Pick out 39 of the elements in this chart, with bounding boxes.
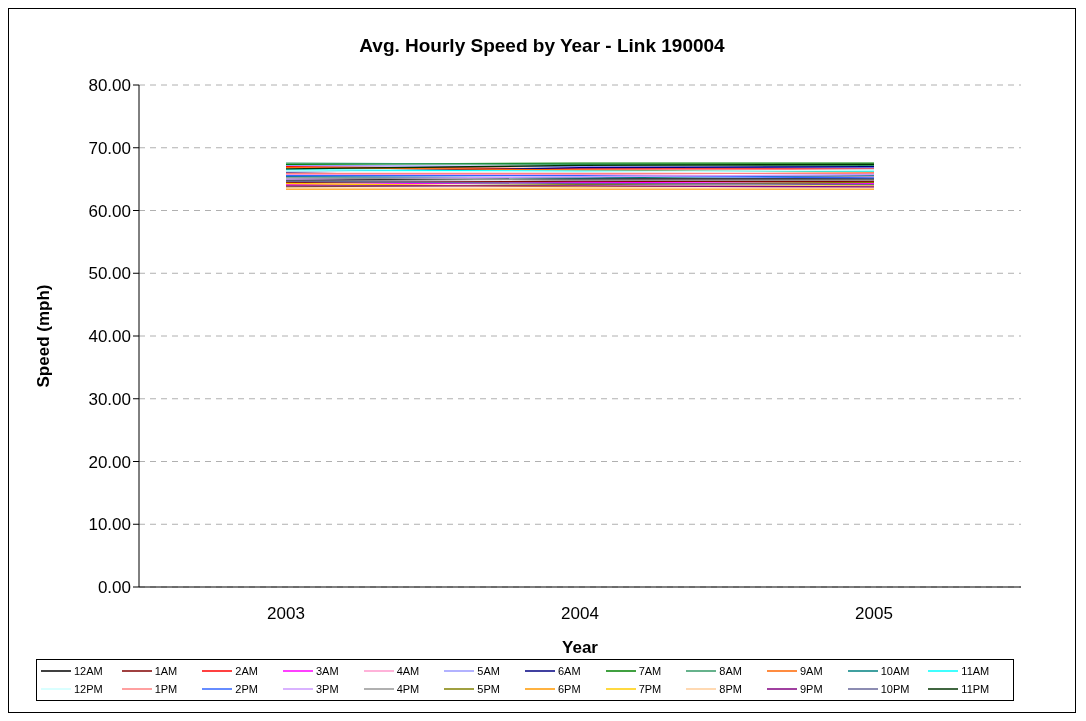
legend-label: 2PM: [235, 683, 258, 695]
chart-title: Avg. Hourly Speed by Year - Link 190004: [358, 35, 726, 58]
legend-label: 7AM: [638, 665, 662, 677]
y-axis-title: Speed (mph): [34, 284, 54, 388]
legend-label: 6PM: [557, 683, 581, 695]
y-tick-label: 10.00: [88, 515, 131, 535]
legend-label: 7PM: [638, 683, 662, 695]
legend-label: 8PM: [719, 683, 742, 695]
y-tick-label: 70.00: [88, 138, 131, 158]
y-tick-label: 60.00: [88, 201, 131, 221]
y-tick-label: 20.00: [88, 452, 131, 472]
x-tick-label: 2004: [561, 604, 599, 624]
legend-label: 5AM: [477, 665, 500, 677]
legend-label: 9PM: [799, 683, 823, 695]
legend-label: 3AM: [315, 665, 339, 677]
legend-label: 1PM: [154, 683, 178, 695]
legend-label: 8AM: [719, 665, 742, 677]
x-axis-title: Year: [562, 638, 599, 657]
legend-label: 10PM: [880, 683, 910, 695]
legend-label: 11PM: [961, 683, 990, 695]
legend-label: 12PM: [74, 683, 103, 695]
x-tick-label: 2005: [855, 604, 893, 624]
y-tick-label: 80.00: [88, 76, 131, 96]
x-tick-label: 2003: [267, 604, 305, 624]
legend-label: 4AM: [396, 665, 420, 677]
legend-label: 9AM: [799, 665, 823, 677]
legend-label: 11AM: [961, 665, 990, 677]
y-tick-label: 30.00: [88, 389, 131, 409]
legend-label: 1AM: [154, 665, 178, 677]
legend-label: 4PM: [396, 683, 420, 695]
legend-label: 3PM: [315, 683, 339, 695]
legend-label: 10AM: [880, 665, 910, 677]
legend-label: 2AM: [235, 665, 258, 677]
legend-label: 12AM: [74, 665, 103, 677]
y-tick-label: 50.00: [88, 264, 131, 284]
y-tick-label: 40.00: [88, 327, 131, 347]
legend-label: 6AM: [557, 665, 581, 677]
legend-label: 5PM: [477, 683, 500, 695]
y-tick-label: 0.00: [97, 578, 131, 598]
